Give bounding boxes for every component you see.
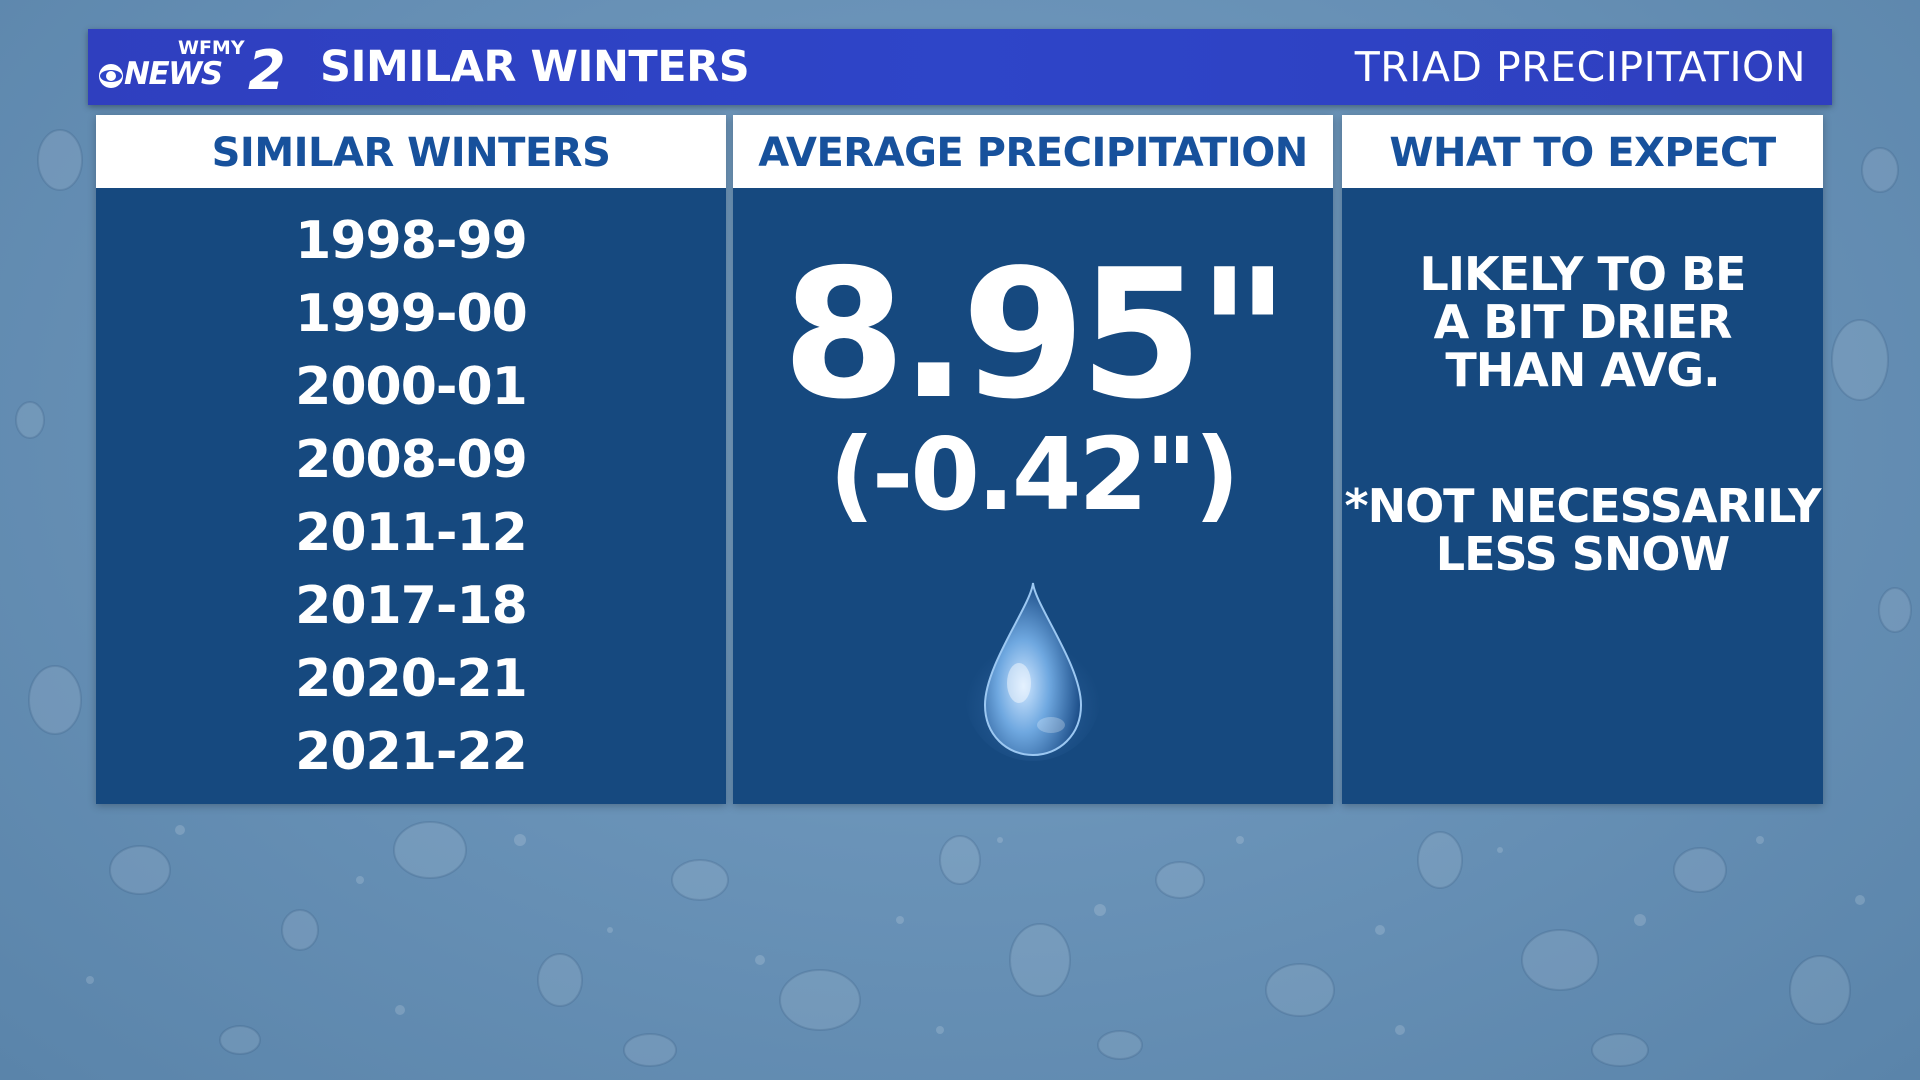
winter-year: 2011-12: [295, 503, 528, 563]
note-line: LESS SNOW: [1435, 527, 1730, 581]
winter-year: 1998-99: [295, 211, 528, 271]
note-line: *NOT NECESSARILY: [1344, 479, 1822, 533]
precipitation-departure: (-0.42"): [829, 416, 1240, 533]
logo-callsign: WFMY: [178, 37, 245, 59]
average-precipitation-heading: AVERAGE PRECIPITATION: [733, 115, 1333, 188]
snow-note: *NOT NECESSARILY LESS SNOW: [1342, 482, 1823, 578]
logo-channel-number: 2: [248, 39, 286, 102]
similar-winters-panel: SIMILAR WINTERS 1998-99 1999-00 2000-01 …: [96, 115, 726, 804]
cbs-eye-icon: [99, 64, 123, 88]
winter-year: 1999-00: [295, 284, 528, 344]
station-logo: WFMY NEWS 2: [98, 37, 286, 102]
winter-year: 2017-18: [295, 576, 528, 636]
what-to-expect-heading: WHAT TO EXPECT: [1342, 115, 1823, 188]
page-title: SIMILAR WINTERS: [320, 42, 750, 92]
winter-year: 2000-01: [295, 357, 528, 417]
expectation-line: LIKELY TO BE: [1419, 247, 1747, 301]
winter-year: 2020-21: [295, 649, 528, 709]
winter-years-list: 1998-99 1999-00 2000-01 2008-09 2011-12 …: [96, 205, 726, 789]
similar-winters-heading: SIMILAR WINTERS: [96, 115, 726, 188]
expectation-text: LIKELY TO BE A BIT DRIER THAN AVG.: [1342, 250, 1823, 394]
page-subtitle: TRIAD PRECIPITATION: [1354, 43, 1806, 91]
water-drop-icon: [965, 582, 1101, 761]
precipitation-value: 8.95": [782, 231, 1290, 438]
expectation-line: A BIT DRIER: [1433, 295, 1733, 349]
header-banner: WFMY NEWS 2 SIMILAR WINTERS TRIAD PRECIP…: [88, 29, 1832, 105]
winter-year: 2021-22: [295, 722, 528, 782]
logo-news-text: NEWS: [124, 56, 223, 92]
average-precipitation-panel: AVERAGE PRECIPITATION 8.95" (-0.42"): [733, 115, 1333, 804]
winter-year: 2008-09: [295, 430, 528, 490]
what-to-expect-panel: WHAT TO EXPECT LIKELY TO BE A BIT DRIER …: [1342, 115, 1823, 804]
expectation-line: THAN AVG.: [1445, 343, 1720, 397]
